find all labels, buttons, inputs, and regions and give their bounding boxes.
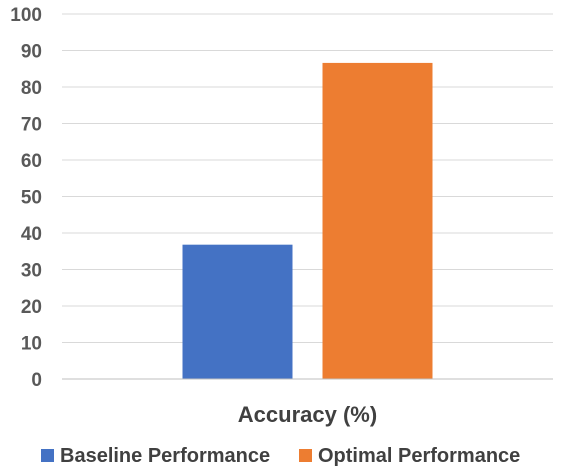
bar-optimal	[322, 62, 433, 379]
y-tick-label: 20	[21, 297, 42, 318]
legend-label-optimal: Optimal Performance	[318, 445, 520, 467]
y-tick-label: 40	[21, 224, 42, 245]
y-tick-label: 50	[21, 188, 42, 209]
y-tick-label: 0	[31, 370, 42, 391]
y-tick-label: 60	[21, 151, 42, 172]
gridlines	[62, 13, 553, 343]
y-tick-label: 70	[21, 115, 42, 136]
legend: Baseline Performance Optimal Performance	[41, 445, 520, 467]
x-axis-category-label: Accuracy (%)	[238, 402, 377, 427]
bar-baseline	[182, 244, 293, 379]
y-tick-label: 80	[21, 78, 42, 99]
y-tick-label: 30	[21, 261, 42, 282]
y-tick-label: 100	[10, 5, 42, 26]
legend-label-baseline: Baseline Performance	[60, 445, 270, 467]
y-tick-label: 90	[21, 42, 42, 63]
bars	[182, 62, 433, 379]
y-axis-tick-labels: 0 10 20 30 40 50 60 70 80 90 100	[10, 5, 42, 391]
legend-swatch-optimal	[299, 449, 312, 462]
legend-swatch-baseline	[41, 449, 54, 462]
y-tick-label: 10	[21, 334, 42, 355]
